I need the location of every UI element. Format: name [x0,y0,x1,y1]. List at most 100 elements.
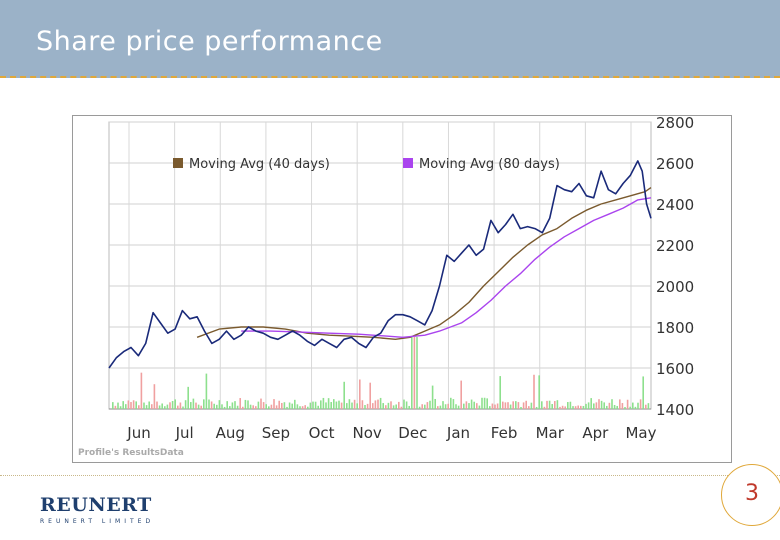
volume-bar [444,404,447,409]
volume-bar [439,405,442,409]
volume-bar [359,379,361,409]
volume-bar [153,384,156,409]
share-price-chart: Moving Avg (40 days) Moving Avg (80 days)… [78,114,694,458]
volume-bar [343,381,345,409]
volume-bar [304,405,306,409]
volume-bar [442,401,444,409]
x-tick-label: Mar [536,424,565,442]
volume-bar [200,405,202,409]
volume-bar [450,397,452,409]
y-tick-label: 2600 [656,155,694,173]
volume-bar [385,405,387,409]
y-tick-label: 1600 [656,360,694,378]
volume-bar [132,400,135,409]
volume-bar [151,404,153,409]
volume-bar [190,402,192,409]
volume-bar [270,404,273,409]
volume-bar [486,398,488,409]
volume-bar [452,399,455,409]
volume-bar [517,402,520,409]
volume-bar [463,403,465,409]
volume-bar [260,398,262,409]
logo-subtitle: REUNERT LIMITED [40,518,155,525]
volume-bar [351,402,353,409]
company-logo: REUNERT REUNERT LIMITED [40,494,154,525]
volume-bar [632,402,634,409]
volume-bar [210,401,213,409]
volume-bar [429,400,431,409]
x-tick-label: Apr [582,424,609,442]
volume-bar [265,404,267,409]
volume-bar [639,399,642,409]
volume-bar [205,373,208,409]
volume-bar [504,402,507,409]
volume-bar [525,400,527,409]
volume-bar [543,406,546,409]
y-tick-label: 1800 [656,319,694,337]
volume-bar [476,403,478,409]
volume-bar [166,404,169,409]
volume-bar [603,402,605,409]
y-tick-label: 1400 [656,401,694,419]
volume-bar [559,406,561,409]
legend-label: Moving Avg (40 days) [189,157,330,172]
volume-bar [478,405,481,409]
volume-bar [234,401,236,409]
volume-bar [377,399,379,409]
volume-bar [366,403,369,409]
volume-bar [314,401,317,409]
volume-bar [494,404,496,409]
volume-bar [512,401,514,409]
volume-bar [281,402,283,409]
volume-bar [291,403,293,409]
volume-bar [348,399,351,409]
volume-bar [301,406,304,409]
volume-bar [538,375,540,409]
volume-bar [325,402,327,409]
volume-bar [437,406,439,409]
volume-bar [629,406,631,409]
volume-bar [125,404,127,409]
volume-bar [509,404,512,409]
x-tick-label: Dec [398,424,427,442]
x-tick-label: Jun [126,424,150,442]
header-divider [0,76,780,78]
volume-bar [119,406,122,409]
volume-bar [418,406,421,409]
volume-bar [496,403,499,409]
volume-bar [507,402,509,409]
volume-bar [585,403,587,409]
volume-bar [203,399,205,409]
volume-bar [489,406,491,409]
volume-bar [335,401,338,409]
volume-bar [392,405,395,409]
volume-bars [112,337,650,409]
volume-bar [390,401,392,409]
volume-bar [242,406,244,409]
x-tick-label: May [625,424,656,442]
volume-bar [608,402,611,409]
page-number-badge: 3 [721,464,780,526]
volume-bar [143,402,145,409]
volume-bar [593,403,595,409]
slide-header: Share price performance [0,0,780,78]
volume-bar [283,402,286,409]
volume-bar [208,399,210,409]
volume-bar [229,406,231,409]
volume-bar [187,386,189,409]
volume-bar [626,399,629,409]
volume-bar [515,401,517,409]
volume-bar [395,404,397,409]
volume-bar [268,406,270,409]
volume-bar [483,397,486,409]
volume-bar [223,406,226,409]
volume-bar [244,399,247,409]
y-tick-label: 2000 [656,278,694,296]
volume-bar [522,402,525,409]
volume-bar [177,405,179,409]
volume-bar [288,402,291,409]
legend-swatch [403,158,413,168]
volume-bar [372,403,374,409]
volume-bar [346,403,348,409]
volume-bar [533,374,535,409]
